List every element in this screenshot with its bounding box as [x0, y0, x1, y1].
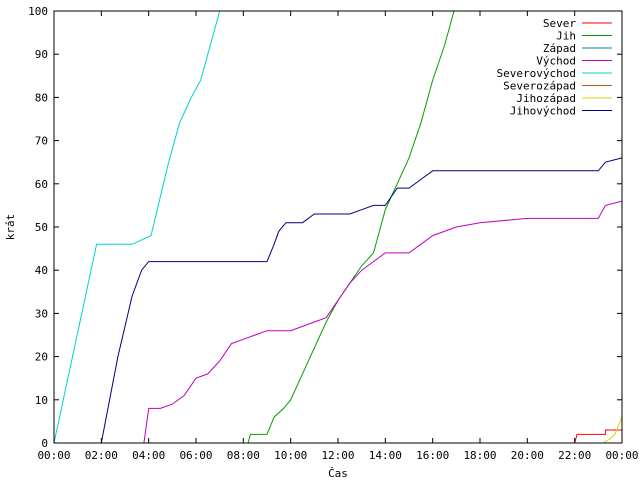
y-axis: 0 10 20 30 40 50 60 70 80 90 100 — [28, 5, 622, 450]
x-tick-label: 14:00 — [369, 449, 402, 462]
legend-label: Jih — [556, 30, 576, 43]
x-tick-label: 22:00 — [558, 449, 591, 462]
x-tick-label: 04:00 — [132, 449, 165, 462]
y-tick-label: 80 — [35, 91, 48, 104]
y-tick-label: 20 — [35, 351, 48, 364]
y-tick-label: 60 — [35, 178, 48, 191]
x-axis-title: Čas — [328, 467, 348, 480]
y-axis-title: krát — [4, 214, 17, 241]
y-tick-label: 100 — [28, 5, 48, 18]
y-tick-label: 50 — [35, 221, 48, 234]
series-line-5 — [53, 10, 622, 444]
x-tick-label: 00:00 — [37, 449, 70, 462]
legend-label: Jihozápad — [516, 92, 576, 105]
x-tick-label: 16:00 — [416, 449, 449, 462]
y-tick-label: 30 — [35, 307, 48, 320]
x-axis: 00:00 02:00 04:00 06:00 08:00 10:00 12:00 14:00… — [37, 11, 639, 462]
x-tick-label: 10:00 — [274, 449, 307, 462]
y-tick-label: 0 — [41, 437, 48, 450]
x-tick-label: 06:00 — [179, 449, 212, 462]
legend-label: Sever — [543, 17, 576, 30]
y-tick-label: 40 — [35, 264, 48, 277]
x-tick-label: 00:00 — [605, 449, 638, 462]
x-tick-label: 02:00 — [85, 449, 118, 462]
legend-label: Jihovýchod — [510, 105, 576, 118]
y-tick-label: 70 — [35, 135, 48, 148]
x-tick-label: 18:00 — [463, 449, 496, 462]
legend-label: Severozápad — [503, 80, 576, 93]
y-tick-label: 10 — [35, 394, 48, 407]
series-line-8 — [54, 157, 623, 444]
legend-label: Východ — [536, 55, 576, 68]
y-tick-label: 90 — [35, 48, 48, 61]
x-tick-label: 20:00 — [511, 449, 544, 462]
x-tick-label: 12:00 — [321, 449, 354, 462]
legend-label: Severovýchod — [497, 67, 576, 80]
legend-label: Západ — [543, 42, 576, 55]
series-line-4 — [54, 200, 623, 444]
legend: SeverJihZápadVýchodSeverovýchodSeverozáp… — [497, 17, 612, 118]
x-tick-label: 08:00 — [227, 449, 260, 462]
